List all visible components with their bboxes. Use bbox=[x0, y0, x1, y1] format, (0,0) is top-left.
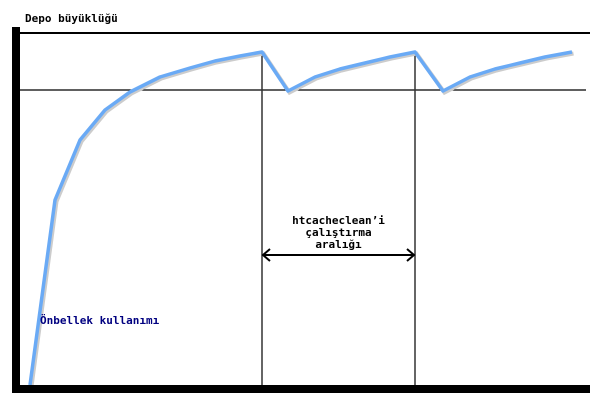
usage-curve bbox=[28, 50, 573, 386]
usage-curve-shadow bbox=[29, 51, 574, 387]
y-axis bbox=[12, 27, 20, 393]
x-axis bbox=[12, 385, 590, 393]
y-axis-label: Depo büyüklüğü bbox=[25, 12, 118, 25]
interval-label-line: aralığı bbox=[315, 238, 362, 251]
usage-label: Önbellek kullanımı bbox=[40, 314, 160, 327]
interval-label-line: htcacheclean’i bbox=[292, 214, 385, 227]
interval-label: htcacheclean’i çalıştırma aralığı bbox=[262, 215, 415, 251]
interval-arrow bbox=[261, 248, 416, 262]
interval-label-line: çalıştırma bbox=[305, 226, 372, 239]
